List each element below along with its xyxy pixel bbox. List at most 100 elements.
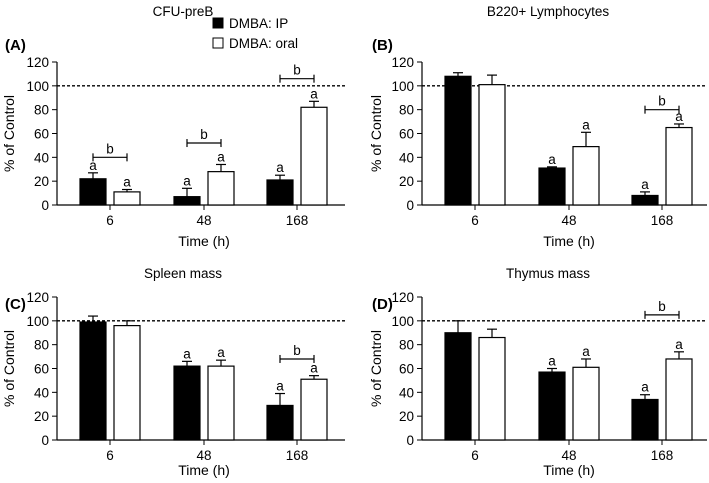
y-tick-label: 80 [399, 338, 414, 353]
x-axis-label: Time (h) [178, 233, 230, 249]
x-tick-label: 6 [106, 448, 114, 463]
bar-oral [113, 191, 141, 206]
y-tick-label: 80 [34, 103, 49, 118]
y-tick-label: 20 [34, 409, 49, 424]
significance-label: a [183, 173, 191, 188]
bar-ip [79, 321, 107, 441]
x-axis-label: Time (h) [543, 233, 595, 249]
significance-label: a [548, 152, 556, 167]
y-tick-label: 20 [34, 174, 49, 189]
comparison-label: b [106, 141, 114, 156]
bar-ip [631, 398, 659, 441]
y-tick-label: 60 [34, 362, 49, 377]
significance-label: a [89, 158, 97, 173]
chart-title: CFU-preB [153, 4, 214, 19]
significance-label: a [548, 354, 556, 369]
panel-label: (B) [372, 37, 393, 54]
y-tick-label: 120 [26, 55, 49, 70]
chart-title: B220+ Lymphocytes [487, 4, 609, 19]
y-tick-label: 60 [399, 127, 414, 142]
x-tick-label: 48 [561, 213, 576, 228]
y-axis-label: % of Control [1, 330, 17, 407]
y-tick-label: 40 [399, 150, 414, 165]
y-tick-label: 40 [34, 150, 49, 165]
y-tick-label: 60 [399, 362, 414, 377]
legend: DMBA: IP DMBA: oral [212, 16, 298, 51]
legend-swatch-ip [212, 17, 224, 29]
x-tick-label: 168 [286, 213, 309, 228]
y-tick-label: 20 [399, 174, 414, 189]
legend-swatch-oral [212, 37, 224, 49]
chart-panel-3: Spleen mass (C) 0 20 40 60 80 100 120 % of Contro… [1, 266, 345, 478]
significance-label: a [310, 86, 318, 101]
bar-ip [79, 178, 107, 206]
chart-panel-4: Thymus mass (D) 0 20 40 60 80 100 120 % of Contro… [368, 266, 707, 478]
bar-oral [300, 378, 328, 441]
x-tick-label: 168 [651, 213, 674, 228]
bar-oral [665, 126, 693, 206]
x-tick-label: 168 [286, 448, 309, 463]
x-tick-label: 48 [196, 213, 211, 228]
bar-ip [266, 179, 294, 206]
bar-oral [665, 358, 693, 441]
y-tick-label: 0 [41, 433, 49, 448]
x-tick-label: 6 [106, 213, 114, 228]
x-tick-label: 6 [471, 448, 479, 463]
significance-label: a [582, 117, 590, 132]
bar-oral [572, 146, 600, 206]
y-tick-label: 0 [406, 433, 414, 448]
comparison-label: b [658, 94, 666, 109]
significance-label: a [123, 175, 131, 190]
y-tick-label: 60 [34, 127, 49, 142]
legend-label-ip: DMBA: IP [229, 16, 288, 31]
y-tick-label: 100 [391, 314, 414, 329]
x-tick-label: 6 [471, 213, 479, 228]
bar-oral [300, 106, 328, 206]
panel-label: (A) [5, 37, 26, 54]
comparison-label: b [293, 343, 301, 358]
y-tick-label: 0 [41, 198, 49, 213]
significance-label: a [276, 160, 284, 175]
y-tick-label: 120 [391, 55, 414, 70]
y-tick-label: 40 [34, 385, 49, 400]
x-tick-label: 48 [196, 448, 211, 463]
bar-ip [444, 332, 472, 441]
significance-label: a [675, 337, 683, 352]
bar-ip [173, 365, 201, 441]
bar-oral [478, 336, 506, 441]
bar-oral [207, 171, 235, 206]
significance-label: a [217, 345, 225, 360]
comparison-label: b [658, 299, 666, 314]
chart-title: Spleen mass [144, 266, 222, 281]
bar-oral [207, 365, 235, 441]
panel-label: (D) [372, 296, 393, 313]
y-tick-label: 120 [26, 290, 49, 305]
x-axis-label: Time (h) [178, 462, 230, 478]
y-tick-label: 0 [406, 198, 414, 213]
significance-label: a [276, 379, 284, 394]
bar-ip [538, 371, 566, 441]
y-tick-label: 80 [399, 103, 414, 118]
chart-panel-1: CFU-preB (A) 0 20 40 60 80 100 120 % of Control 6 a… [1, 4, 345, 249]
x-tick-label: 168 [651, 448, 674, 463]
bar-ip [173, 196, 201, 206]
bar-oral [572, 366, 600, 441]
y-axis-label: % of Control [1, 95, 17, 172]
y-tick-label: 20 [399, 409, 414, 424]
bar-oral [113, 325, 141, 441]
significance-label: a [641, 177, 649, 192]
y-tick-label: 120 [391, 290, 414, 305]
significance-label: a [675, 109, 683, 124]
legend-label-oral: DMBA: oral [229, 36, 298, 51]
y-tick-label: 80 [34, 338, 49, 353]
significance-label: a [183, 346, 191, 361]
bar-ip [266, 404, 294, 441]
bar-ip [538, 167, 566, 206]
x-tick-label: 48 [561, 448, 576, 463]
significance-label: a [217, 149, 225, 164]
y-tick-label: 100 [26, 314, 49, 329]
panel-label: (C) [5, 296, 26, 313]
chart-panel-2: B220+ Lymphocytes (B) 0 20 40 60 80 100 120 % of … [368, 4, 707, 249]
